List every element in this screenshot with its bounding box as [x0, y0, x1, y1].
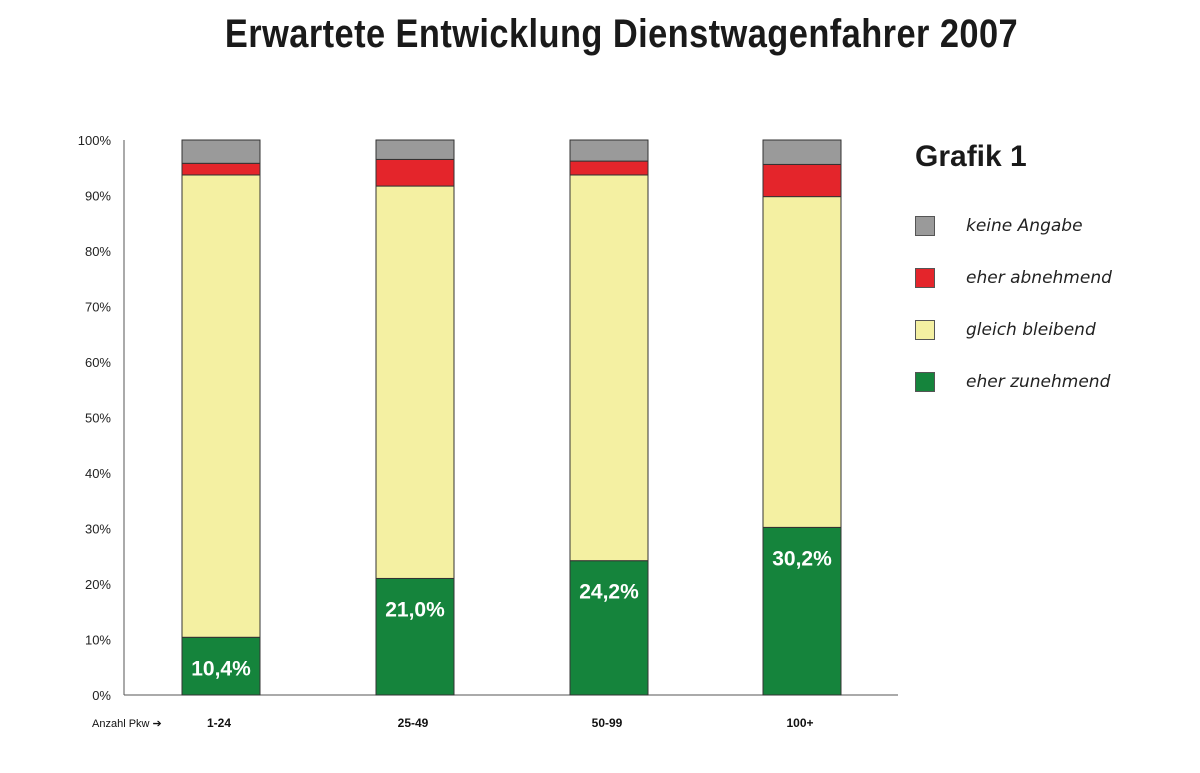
label-group: 10,4% 1-24 21,0% 25-49 24,2% 50-99 30,2% 100+ An…: [92, 547, 832, 730]
x-category-label: 50-99: [592, 716, 623, 730]
y-tick-label: 90%: [85, 189, 111, 204]
y-tick-label: 30%: [85, 522, 111, 537]
bar-segment: [569, 174, 649, 562]
legend-heading: Grafik 1: [915, 140, 1027, 173]
bar-segment: [375, 577, 455, 696]
data-label: 30,2%: [772, 547, 832, 570]
y-tick-label: 40%: [85, 466, 111, 481]
x-axis-caption: Anzahl Pkw ➔: [92, 718, 162, 730]
bar-segment: [375, 158, 455, 187]
data-label: 21,0%: [385, 598, 445, 621]
legend-label: gleich bleibend: [966, 320, 1096, 340]
data-label: 10,4%: [191, 657, 251, 680]
legend-item: eher zunehmend: [915, 356, 1185, 408]
legend: Grafik 1 keine Angabe eher abnehmend gleic…: [915, 140, 1185, 408]
bar-segment: [762, 163, 842, 198]
bar-segment: [762, 196, 842, 528]
legend-swatch: [915, 372, 935, 392]
y-tick-label: 60%: [85, 355, 111, 370]
bar-segment: [181, 162, 261, 176]
legend-label: keine Angabe: [966, 216, 1083, 236]
bar-segment: [762, 139, 842, 165]
legend-items: keine Angabe eher abnehmend gleich bleiben…: [915, 200, 1185, 408]
y-tick-label: 20%: [85, 577, 111, 592]
legend-item: keine Angabe: [915, 200, 1185, 252]
y-tick-label: 0%: [92, 688, 111, 703]
x-category-label: 1-24: [207, 716, 231, 730]
bar-segment: [569, 160, 649, 176]
bar-segment: [375, 139, 455, 160]
chart-title: Erwartete Entwicklung Dienstwagenfahrer …: [224, 12, 1019, 56]
chart-axes: 0% 10% 20% 30% 40% 50% 60% 70% 80% 90% 100%: [78, 133, 898, 703]
bar-segment: [569, 139, 649, 162]
legend-swatch: [915, 268, 935, 288]
legend-swatch: [915, 216, 935, 236]
y-tick-label: 10%: [85, 633, 111, 648]
y-tick-label: 70%: [85, 300, 111, 315]
legend-label: eher zunehmend: [966, 372, 1111, 392]
legend-item: gleich bleibend: [915, 304, 1185, 356]
y-tick-label: 50%: [85, 411, 111, 426]
x-category-label: 25-49: [398, 716, 429, 730]
y-tick-label: 100%: [78, 133, 112, 148]
bar-group: [181, 139, 842, 696]
bar-segment: [181, 174, 261, 638]
bar-segment: [569, 560, 649, 696]
bar-segment: [375, 185, 455, 579]
data-label: 24,2%: [579, 581, 639, 604]
legend-swatch: [915, 320, 935, 340]
bar-segment: [181, 139, 261, 164]
x-category-label: 100+: [786, 716, 813, 730]
legend-label: eher abnehmend: [966, 268, 1112, 288]
y-tick-label: 80%: [85, 244, 111, 259]
legend-item: eher abnehmend: [915, 252, 1185, 304]
bar-segment: [181, 636, 261, 696]
